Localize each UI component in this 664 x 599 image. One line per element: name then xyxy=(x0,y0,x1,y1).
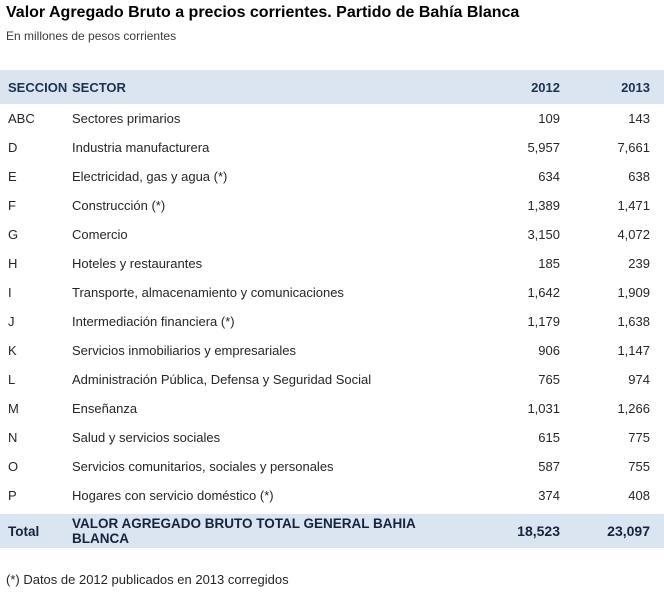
value-2013-cell: 1,909 xyxy=(617,285,650,300)
footnote: (*) Datos de 2012 publicados en 2013 cor… xyxy=(6,572,289,587)
value-2013-cell: 1,638 xyxy=(617,314,650,329)
total-2013-cell: 23,097 xyxy=(607,523,650,539)
value-2012-cell: 1,031 xyxy=(527,401,560,416)
value-2012-cell: 3,150 xyxy=(527,227,560,242)
sector-cell: Servicios inmobiliarios y empresariales xyxy=(72,343,296,358)
seccion-cell: L xyxy=(8,372,16,387)
sector-cell: Industria manufacturera xyxy=(72,140,210,155)
value-2012-cell: 374 xyxy=(538,488,560,503)
seccion-cell: F xyxy=(8,198,16,213)
sector-cell: Transporte, almacenamiento y comunicacio… xyxy=(72,285,344,300)
column-header-sector: SECTOR xyxy=(72,79,126,95)
sector-cell: Intermediación financiera (*) xyxy=(72,314,235,329)
value-2013-cell: 638 xyxy=(628,169,650,184)
sector-cell: Hogares con servicio doméstico (*) xyxy=(72,488,274,503)
value-2012-cell: 109 xyxy=(538,111,560,126)
value-2012-cell: 5,957 xyxy=(527,140,560,155)
seccion-cell: E xyxy=(8,169,17,184)
value-2013-cell: 1,471 xyxy=(617,198,650,213)
table-row: M Enseñanza 1,031 1,266 xyxy=(0,394,664,423)
value-2013-cell: 4,072 xyxy=(617,227,650,242)
sector-cell: Hoteles y restaurantes xyxy=(72,256,203,271)
seccion-cell: M xyxy=(8,401,19,416)
sector-cell: Construcción (*) xyxy=(72,198,166,213)
value-2012-cell: 1,389 xyxy=(527,198,560,213)
seccion-cell: H xyxy=(8,256,18,271)
seccion-cell: O xyxy=(8,459,19,474)
sector-cell: Electricidad, gas y agua (*) xyxy=(72,169,228,184)
value-2013-cell: 239 xyxy=(628,256,650,271)
sector-cell: Sectores primarios xyxy=(72,111,181,126)
value-2013-cell: 755 xyxy=(628,459,650,474)
total-label-cell: Total xyxy=(8,523,40,539)
value-2013-cell: 1,266 xyxy=(617,401,650,416)
table-body: ABC Sectores primarios 109 143 D Industr… xyxy=(0,104,664,510)
seccion-cell: J xyxy=(8,314,15,329)
sector-cell: Comercio xyxy=(72,227,128,242)
column-header-2012: 2012 xyxy=(531,79,560,95)
sector-cell: Salud y servicios sociales xyxy=(72,430,221,445)
table-row: H Hoteles y restaurantes 185 239 xyxy=(0,249,664,278)
table-row: ABC Sectores primarios 109 143 xyxy=(0,104,664,133)
table-row: K Servicios inmobiliarios y empresariale… xyxy=(0,336,664,365)
column-header-seccion: SECCION xyxy=(8,79,68,95)
seccion-cell: ABC xyxy=(8,111,35,126)
value-2013-cell: 143 xyxy=(628,111,650,126)
table-row: O Servicios comunitarios, sociales y per… xyxy=(0,452,664,481)
seccion-cell: I xyxy=(8,285,12,300)
table-row: D Industria manufacturera 5,957 7,661 xyxy=(0,133,664,162)
value-2013-cell: 974 xyxy=(628,372,650,387)
value-2013-cell: 7,661 xyxy=(617,140,650,155)
page-title: Valor Agregado Bruto a precios corriente… xyxy=(6,4,520,21)
seccion-cell: G xyxy=(8,227,19,242)
value-2012-cell: 634 xyxy=(538,169,560,184)
seccion-cell: P xyxy=(8,488,17,503)
seccion-cell: K xyxy=(8,343,17,358)
table-row: L Administración Pública, Defensa y Segu… xyxy=(0,365,664,394)
sector-cell: Servicios comunitarios, sociales y perso… xyxy=(72,459,334,474)
table-row: I Transporte, almacenamiento y comunicac… xyxy=(0,278,664,307)
vab-table: SECCION SECTOR 2012 2013 ABC Sectores pr… xyxy=(0,70,664,548)
value-2012-cell: 765 xyxy=(538,372,560,387)
table-row: G Comercio 3,150 4,072 xyxy=(0,220,664,249)
value-2012-cell: 1,179 xyxy=(527,314,560,329)
value-2013-cell: 1,147 xyxy=(617,343,650,358)
table-row: F Construcción (*) 1,389 1,471 xyxy=(0,191,664,220)
value-2012-cell: 1,642 xyxy=(527,285,560,300)
seccion-cell: D xyxy=(8,140,18,155)
column-header-2013: 2013 xyxy=(621,79,650,95)
value-2012-cell: 185 xyxy=(538,256,560,271)
table-row: P Hogares con servicio doméstico (*) 374… xyxy=(0,481,664,510)
table-header-row: SECCION SECTOR 2012 2013 xyxy=(0,70,664,104)
value-2012-cell: 906 xyxy=(538,343,560,358)
value-2012-cell: 587 xyxy=(538,459,560,474)
table-row: J Intermediación financiera (*) 1,179 1,… xyxy=(0,307,664,336)
value-2013-cell: 775 xyxy=(628,430,650,445)
value-2013-cell: 408 xyxy=(628,488,650,503)
total-2012-cell: 18,523 xyxy=(517,523,560,539)
seccion-cell: N xyxy=(8,430,18,445)
sector-cell: Enseñanza xyxy=(72,401,138,416)
table-row: E Electricidad, gas y agua (*) 634 638 xyxy=(0,162,664,191)
sector-cell: Administración Pública, Defensa y Seguri… xyxy=(72,372,372,387)
value-2012-cell: 615 xyxy=(538,430,560,445)
table-row: N Salud y servicios sociales 615 775 xyxy=(0,423,664,452)
table-total-row: Total VALOR AGREGADO BRUTO TOTAL GENERAL… xyxy=(0,514,664,548)
page-subtitle: En millones de pesos corrientes xyxy=(6,29,177,43)
total-sector-cell: VALOR AGREGADO BRUTO TOTAL GENERAL BAHIA… xyxy=(72,516,416,546)
